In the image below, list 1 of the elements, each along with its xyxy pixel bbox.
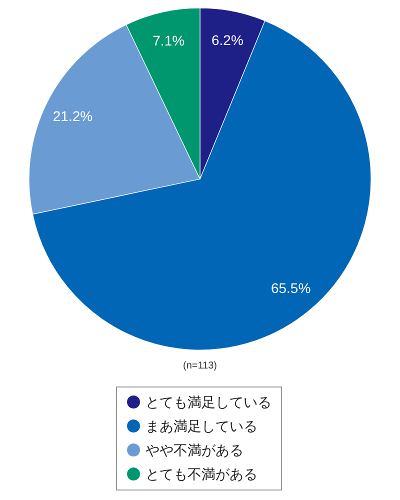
annotation: (n=113) (183, 360, 217, 372)
